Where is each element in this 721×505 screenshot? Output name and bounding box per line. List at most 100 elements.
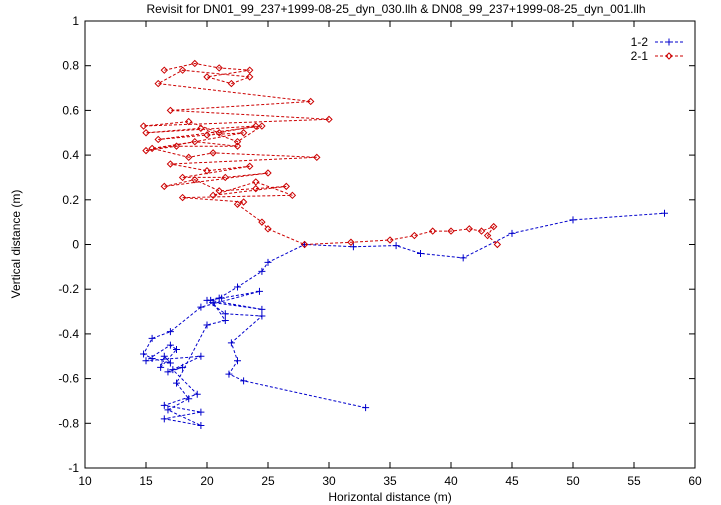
x-tick-label: 30 <box>322 474 336 488</box>
y-tick-label: 0.8 <box>62 59 79 73</box>
data-point <box>221 316 229 324</box>
data-point <box>245 73 254 81</box>
data-point <box>417 249 424 257</box>
data-point <box>154 135 162 144</box>
data-point <box>197 422 205 430</box>
data-point <box>258 218 266 226</box>
data-point <box>234 357 241 365</box>
x-axis-label: Horizontal distance (m) <box>328 490 451 504</box>
data-point <box>178 66 187 74</box>
data-point <box>234 283 241 291</box>
data-point <box>197 352 205 360</box>
data-point <box>207 296 215 304</box>
x-tick-label: 25 <box>261 474 275 488</box>
data-point <box>258 267 266 275</box>
y-tick-label: 0.2 <box>62 193 79 207</box>
data-point <box>166 106 175 115</box>
y-tick-label: -0.4 <box>58 327 79 341</box>
series-line-2-1 <box>143 62 498 246</box>
data-point <box>252 184 260 193</box>
x-tick-label: 20 <box>200 474 214 488</box>
data-point <box>185 395 193 403</box>
data-point <box>258 122 266 130</box>
data-point <box>184 153 193 162</box>
x-axis: 10 15 20 25 30 35 40 45 50 55 60 <box>78 21 702 488</box>
data-point <box>142 357 150 365</box>
data-point <box>148 354 156 362</box>
series-line-1-2 <box>142 212 665 426</box>
data-point <box>428 227 437 235</box>
data-point <box>197 124 205 132</box>
data-point <box>258 305 266 313</box>
y-tick-label: 0 <box>72 238 79 252</box>
data-point <box>239 198 248 206</box>
data-point <box>160 352 168 360</box>
data-point <box>140 350 148 358</box>
x-tick-label: 15 <box>139 474 153 488</box>
data-point <box>179 363 187 371</box>
data-point <box>227 79 236 88</box>
data-point <box>166 359 174 367</box>
legend-marker-2-1 <box>665 52 673 60</box>
y-tick-label: -0.8 <box>58 416 79 430</box>
data-point <box>203 131 211 139</box>
data-point <box>661 209 668 217</box>
data-point <box>221 310 229 318</box>
data-point <box>197 303 205 311</box>
data-point <box>203 321 211 329</box>
y-axis: -1 -0.8 -0.6 -0.4 -0.2 0 0.2 0.4 0.6 0.8 1 <box>58 14 695 475</box>
chart-title: Revisit for DN01_99_237+1999-08-25_dyn_0… <box>146 2 645 16</box>
data-point <box>191 137 199 146</box>
x-tick-label: 10 <box>78 474 92 488</box>
series-2-1 <box>139 59 502 249</box>
x-tick-label: 40 <box>444 474 458 488</box>
y-tick-label: -0.6 <box>58 372 79 386</box>
x-tick-label: 55 <box>627 474 641 488</box>
data-point <box>264 225 272 233</box>
data-point <box>215 187 223 195</box>
data-point <box>225 370 233 378</box>
data-point <box>193 390 201 398</box>
data-point <box>252 122 260 130</box>
data-point <box>160 66 169 74</box>
data-point <box>173 379 180 387</box>
data-point <box>157 363 165 371</box>
data-point <box>483 231 492 240</box>
data-point <box>164 368 172 376</box>
data-point <box>258 312 266 320</box>
data-point <box>172 142 181 150</box>
y-tick-label: 0.6 <box>62 103 79 117</box>
data-point <box>160 401 168 409</box>
x-tick-label: 50 <box>566 474 580 488</box>
data-point <box>148 144 156 153</box>
data-point <box>164 406 172 414</box>
data-point <box>252 178 260 186</box>
legend: 1-2 2-1 <box>631 35 683 63</box>
data-point <box>386 236 394 244</box>
legend-label-1-2: 1-2 <box>631 35 649 49</box>
data-point <box>245 162 254 170</box>
data-point <box>142 146 150 155</box>
data-point <box>233 142 242 150</box>
data-point <box>203 73 211 81</box>
data-point <box>215 64 223 72</box>
data-point <box>209 191 217 200</box>
data-point <box>239 129 248 137</box>
y-tick-label: 0.4 <box>62 148 79 162</box>
data-point <box>197 408 205 416</box>
data-point <box>489 222 498 231</box>
data-point <box>166 328 174 336</box>
data-point <box>160 182 169 191</box>
y-tick-label: -0.2 <box>58 282 79 296</box>
data-point <box>349 243 357 251</box>
y-tick-label: 1 <box>72 14 79 28</box>
data-point <box>142 129 150 137</box>
data-point <box>221 173 230 182</box>
data-point <box>166 160 175 168</box>
x-tick-label: 45 <box>505 474 519 488</box>
data-point <box>191 59 199 68</box>
data-point <box>215 129 223 137</box>
data-point <box>255 287 263 295</box>
data-point <box>493 240 502 249</box>
data-point <box>459 254 467 262</box>
